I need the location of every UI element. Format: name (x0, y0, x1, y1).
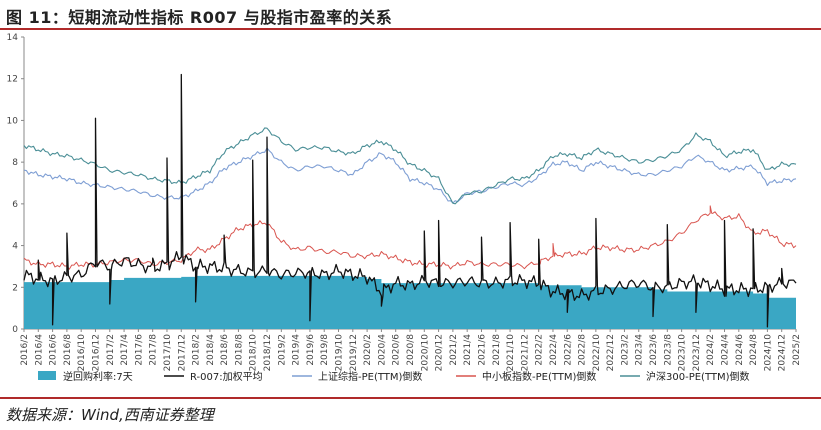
x-tick-label: 2018/4 (206, 334, 216, 366)
source-note: 数据来源：Wind,西南证券整理 (6, 406, 214, 424)
x-tick-label: 2021/10 (506, 334, 516, 372)
x-tick-label: 2016/4 (34, 334, 44, 366)
x-tick-label: 2019/6 (306, 334, 316, 366)
x-tick-label: 2023/12 (692, 334, 702, 371)
x-tick-label: 2016/2 (20, 334, 30, 366)
reverse-repo-area (24, 275, 796, 329)
y-tick-label: 6 (12, 200, 18, 210)
x-tick-label: 2023/4 (635, 334, 645, 366)
x-tick-label: 2020/2 (363, 334, 373, 366)
x-tick-label: 2016/6 (49, 334, 59, 366)
x-tick-label: 2020/12 (435, 334, 445, 371)
x-tick-label: 2017/4 (120, 334, 130, 366)
x-axis: 2016/2 2016/4 2016/6 2016/8 2016/10 2016/12 20… (20, 329, 802, 371)
legend-label-r007: R-007:加权平均 (190, 370, 263, 383)
y-tick-label: 12 (7, 75, 18, 85)
legend-label-shanghai_pe: 上证综指-PE(TTM)倒数 (318, 370, 422, 383)
x-tick-label: 2021/12 (520, 334, 530, 371)
x-tick-label: 2019/10 (335, 334, 345, 372)
series-reverse_repo (24, 275, 796, 329)
legend-label-hs300_pe: 沪深300-PE(TTM)倒数 (646, 370, 750, 383)
top-rule (0, 28, 821, 30)
x-tick-label: 2024/8 (749, 334, 759, 366)
x-tick-label: 2022/6 (563, 334, 573, 366)
x-tick-label: 2019/12 (349, 334, 359, 371)
x-tick-label: 2024/4 (721, 334, 731, 366)
bottom-rule (0, 397, 821, 399)
x-tick-label: 2018/12 (263, 334, 273, 371)
y-tick-label: 8 (12, 158, 18, 168)
x-tick-label: 2023/8 (663, 334, 673, 366)
x-tick-label: 2018/8 (234, 334, 244, 366)
x-tick-label: 2019/8 (320, 334, 330, 366)
x-tick-label: 2020/4 (377, 334, 387, 366)
x-tick-label: 2021/8 (492, 334, 502, 366)
y-axis: 0 2 4 6 8 10 12 14 (7, 33, 24, 335)
x-tick-label: 2017/2 (106, 334, 116, 366)
x-tick-label: 2024/12 (778, 334, 788, 371)
x-tick-label: 2018/10 (249, 334, 259, 372)
x-tick-label: 2022/2 (535, 334, 545, 366)
x-tick-label: 2018/6 (220, 334, 230, 366)
figure-title: 图 11：短期流动性指标 R007 与股指市盈率的关系 (6, 8, 393, 27)
x-tick-label: 2017/10 (163, 334, 173, 372)
y-tick-label: 2 (12, 283, 18, 293)
series-hs300_pe (23, 127, 797, 205)
y-tick-label: 14 (7, 33, 19, 43)
x-tick-label: 2024/2 (706, 334, 716, 366)
x-tick-label: 2021/4 (463, 334, 473, 366)
x-tick-label: 2024/10 (763, 334, 773, 372)
x-tick-label: 2018/2 (192, 334, 202, 366)
x-tick-label: 2019/4 (292, 334, 302, 366)
x-tick-label: 2022/12 (606, 334, 616, 371)
x-tick-label: 2021/6 (477, 334, 487, 366)
x-tick-label: 2023/6 (649, 334, 659, 366)
x-tick-label: 2016/12 (91, 334, 101, 371)
x-tick-label: 2022/10 (592, 334, 602, 372)
x-tick-label: 2024/6 (735, 334, 745, 366)
legend-swatch-reverse_repo (38, 371, 56, 380)
x-tick-label: 2019/2 (277, 334, 287, 366)
x-tick-label: 2020/8 (406, 334, 416, 366)
x-tick-label: 2017/6 (134, 334, 144, 366)
series-shanghai_pe (23, 147, 797, 204)
series-r007 (23, 73, 797, 328)
x-tick-label: 2020/6 (392, 334, 402, 366)
x-tick-label: 2022/4 (549, 334, 559, 366)
legend-label-reverse_repo: 逆回购利率:7天 (63, 370, 133, 383)
x-tick-label: 2023/2 (620, 334, 630, 366)
x-tick-label: 2021/2 (449, 334, 459, 366)
x-tick-label: 2025/2 (792, 334, 802, 366)
series-sme_pe (23, 205, 797, 270)
chart-lines (23, 73, 797, 328)
chart-legend: 逆回购利率:7天 R-007:加权平均 上证综指-PE(TTM)倒数 中小板指数-PE… (38, 370, 750, 383)
y-tick-label: 4 (12, 242, 18, 252)
x-tick-label: 2023/10 (678, 334, 688, 372)
x-tick-label: 2020/10 (420, 334, 430, 372)
x-tick-label: 2016/8 (63, 334, 73, 366)
legend-label-sme_pe: 中小板指数-PE(TTM)倒数 (482, 370, 596, 383)
x-tick-label: 2022/8 (578, 334, 588, 366)
x-tick-label: 2016/10 (77, 334, 87, 372)
y-tick-label: 0 (12, 325, 18, 335)
y-tick-label: 10 (7, 116, 19, 126)
x-tick-label: 2017/12 (177, 334, 187, 371)
x-tick-label: 2017/8 (149, 334, 159, 366)
